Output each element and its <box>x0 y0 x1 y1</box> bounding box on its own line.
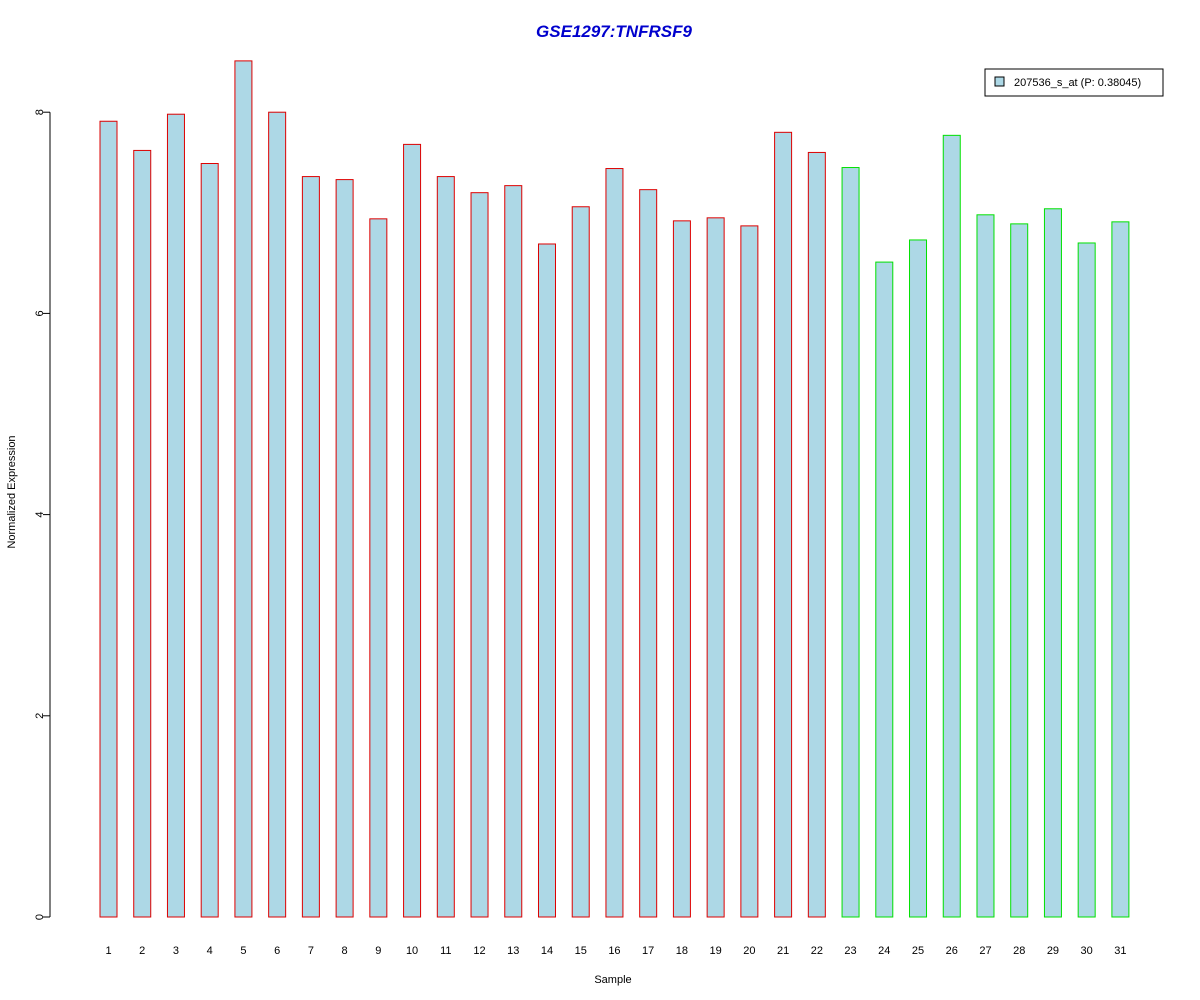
x-tick-label: 12 <box>473 945 485 957</box>
bar-sample-3 <box>166 113 185 918</box>
x-tick-label: 5 <box>240 945 246 957</box>
bar-sample-23 <box>841 167 860 918</box>
y-axis-label: Normalized Expression <box>6 435 18 548</box>
bar-sample-21 <box>774 131 793 918</box>
x-tick-label: 19 <box>710 945 722 957</box>
bar-sample-5 <box>234 60 253 918</box>
bar-sample-14 <box>537 243 556 918</box>
bar-sample-27 <box>976 214 995 918</box>
bar-sample-31 <box>1111 221 1130 918</box>
x-tick-label: 13 <box>507 945 519 957</box>
legend: 207536_s_at (P: 0.38045) <box>984 68 1164 97</box>
x-tick-label: 29 <box>1047 945 1059 957</box>
bar-sample-15 <box>571 206 590 918</box>
bars <box>99 60 1130 918</box>
x-tick-label: 6 <box>274 945 280 957</box>
y-tick-label: 8 <box>34 109 46 115</box>
bar-sample-8 <box>335 179 354 918</box>
bar-sample-4 <box>200 163 219 918</box>
x-tick-label: 30 <box>1081 945 1093 957</box>
x-tick-label: 21 <box>777 945 789 957</box>
x-tick-label: 9 <box>375 945 381 957</box>
y-tick-label: 6 <box>34 310 46 316</box>
bar-sample-10 <box>403 143 422 918</box>
bar-sample-6 <box>268 111 287 918</box>
bar-sample-24 <box>875 261 894 918</box>
chart-title: GSE1297:TNFRSF9 <box>536 22 692 41</box>
bar-sample-26 <box>942 134 961 918</box>
y-tick-label: 2 <box>34 713 46 719</box>
x-tick-label: 18 <box>676 945 688 957</box>
y-axis: 0 2 4 6 8 <box>34 109 51 920</box>
y-tick-label: 0 <box>34 914 46 920</box>
legend-box <box>984 68 1164 97</box>
bar-sample-30 <box>1077 242 1096 918</box>
x-tick-label: 27 <box>979 945 991 957</box>
bar-sample-22 <box>807 151 826 918</box>
x-tick-label: 1 <box>105 945 111 957</box>
x-tick-label: 11 <box>440 945 451 957</box>
x-tick-label: 23 <box>844 945 856 957</box>
x-tick-label: 20 <box>743 945 755 957</box>
x-tick-labels: 1 2 3 4 5 6 7 8 9 10 11 12 13 14 15 16 17 18 19 20 21 22 23 24 2… <box>105 945 1126 957</box>
bar-sample-13 <box>504 185 523 918</box>
y-tick-label: 4 <box>34 512 46 518</box>
bar-sample-29 <box>1043 208 1062 918</box>
bar-sample-20 <box>740 225 759 918</box>
bar-sample-1 <box>99 120 118 918</box>
bar-sample-18 <box>672 220 691 918</box>
x-tick-label: 7 <box>308 945 314 957</box>
x-tick-label: 22 <box>811 945 823 957</box>
x-tick-label: 4 <box>207 945 213 957</box>
x-tick-label: 16 <box>608 945 620 957</box>
bar-sample-25 <box>909 239 928 918</box>
bar-sample-9 <box>369 218 388 918</box>
x-tick-label: 14 <box>541 945 553 957</box>
x-tick-label: 26 <box>946 945 958 957</box>
x-tick-label: 15 <box>575 945 587 957</box>
bar-sample-12 <box>470 192 489 918</box>
x-tick-label: 17 <box>642 945 654 957</box>
bar-sample-17 <box>639 189 658 918</box>
x-tick-label: 8 <box>342 945 348 957</box>
x-tick-label: 2 <box>139 945 145 957</box>
x-tick-label: 28 <box>1013 945 1025 957</box>
bar-sample-2 <box>133 149 152 918</box>
legend-entry: 207536_s_at (P: 0.38045) <box>1014 77 1141 89</box>
bar-sample-19 <box>706 217 725 918</box>
x-tick-label: 3 <box>173 945 179 957</box>
x-tick-label: 25 <box>912 945 924 957</box>
bar-sample-16 <box>605 168 624 918</box>
bar-sample-28 <box>1010 223 1029 918</box>
x-tick-label: 24 <box>878 945 890 957</box>
x-tick-label: 31 <box>1114 945 1126 957</box>
bar-sample-11 <box>436 176 455 918</box>
legend-swatch <box>994 76 1005 87</box>
x-axis-label: Sample <box>594 974 631 986</box>
bar-sample-7 <box>301 176 320 918</box>
x-tick-label: 10 <box>406 945 418 957</box>
